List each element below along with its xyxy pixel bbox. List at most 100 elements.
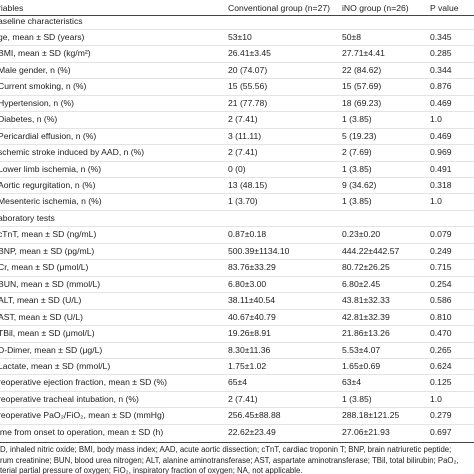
value-cell: 21.86±13.26: [342, 328, 390, 339]
row-label: Lactate, mean ± SD (mmol/L): [0, 360, 111, 371]
row-separator: [0, 28, 474, 30]
value-cell: 26.41±3.45: [228, 48, 271, 59]
value-cell: 1.75±1.02: [228, 360, 267, 371]
value-cell: 18 (69.23): [342, 97, 382, 108]
value-cell: 0.344: [430, 64, 452, 75]
row-label: TBil, mean ± SD (μmol/L): [0, 328, 95, 339]
value-cell: 0 (0): [228, 163, 246, 174]
value-cell: 256.45±88.88: [228, 410, 281, 421]
footnote-line: D, inhaled nitric oxide; BMI, body mass …: [0, 445, 452, 455]
value-cell: 27.71±4.41: [342, 48, 385, 59]
value-cell: 0.469: [430, 130, 452, 141]
value-cell: 0.125: [430, 377, 452, 388]
row-label: Current smoking, n (%): [0, 81, 87, 92]
section-label: aboratory tests: [0, 212, 55, 223]
row-label: cTnT, mean ± SD (ng/mL): [0, 229, 97, 240]
value-cell: 80.72±26.25: [342, 262, 390, 273]
value-cell: 0.715: [430, 262, 452, 273]
value-cell: 15 (57.69): [342, 81, 382, 92]
value-cell: 6.80±2.45: [342, 278, 381, 289]
row-separator: [0, 193, 474, 195]
row-separator: [0, 94, 474, 96]
value-cell: 0.491: [430, 163, 452, 174]
value-cell: 0.345: [430, 31, 452, 42]
row-label: BNP, mean ± SD (pg/mL): [0, 245, 95, 256]
value-cell: 3 (11.11): [228, 130, 262, 141]
row-separator: [0, 45, 474, 47]
footnote-line: terial partial pressure of oxygen; FiO₂,…: [0, 466, 303, 474]
value-cell: 1 (3.70): [228, 196, 258, 207]
value-cell: 8.30±11.36: [228, 344, 271, 355]
value-cell: 2 (7.69): [342, 147, 372, 158]
row-separator: [0, 341, 474, 343]
row-separator: [0, 78, 474, 80]
row-label: reoperative ejection fraction, mean ± SD…: [0, 377, 168, 388]
row-label: Mesenteric ischemia, n (%): [0, 196, 102, 207]
value-cell: 53±10: [228, 31, 252, 42]
value-cell: 65±4: [228, 377, 248, 388]
value-cell: 0.87±0.18: [228, 229, 267, 240]
row-label: reoperative PaO₂/FiO₂, mean ± SD (mmHg): [0, 410, 165, 421]
value-cell: 0.969: [430, 147, 452, 158]
value-cell: 1 (3.85): [342, 114, 372, 125]
row-separator: [0, 292, 474, 294]
value-cell: 21 (77.78): [228, 97, 268, 108]
header-rule: [0, 15, 474, 16]
footnote-line: rum creatinine; BUN, blood urea nitrogen…: [0, 455, 459, 465]
value-cell: 38.11±40.54: [228, 295, 276, 306]
row-label: Male gender, n (%): [0, 64, 71, 75]
row-separator: [0, 127, 474, 129]
row-label: reoperative tracheal intubation, n (%): [0, 393, 139, 404]
row-separator: [0, 209, 474, 211]
row-label: Pericardial effusion, n (%): [0, 130, 97, 141]
row-separator: [0, 177, 474, 178]
row-separator: [0, 423, 474, 425]
header-cell: riables: [0, 3, 24, 13]
value-cell: 1.0: [430, 196, 442, 207]
row-separator: [0, 160, 474, 162]
value-cell: 0.470: [430, 328, 452, 339]
value-cell: 43.81±32.33: [342, 295, 390, 306]
bottom-rule: [0, 442, 474, 444]
row-separator: [0, 407, 474, 409]
value-cell: 6.80±3.00: [228, 278, 267, 289]
row-separator: [0, 259, 474, 261]
value-cell: 1.65±0.69: [342, 360, 381, 371]
value-cell: 0.285: [430, 48, 452, 59]
value-cell: 0.624: [430, 360, 452, 371]
value-cell: 9 (34.62): [342, 180, 377, 190]
value-cell: 5.53±4.07: [342, 344, 381, 355]
value-cell: 50±8: [342, 31, 362, 42]
value-cell: 22.62±23.49: [228, 426, 276, 437]
row-label: ime from onset to operation, mean ± SD (…: [0, 426, 164, 437]
value-cell: 27.06±21.93: [342, 426, 390, 437]
value-cell: 2 (7.41): [228, 114, 258, 125]
value-cell: 20 (74.07): [228, 64, 268, 75]
row-separator: [0, 325, 474, 327]
row-label: Diabetes, n (%): [0, 114, 58, 125]
value-cell: 0.254: [430, 278, 452, 289]
value-cell: 288.18±121.25: [342, 410, 400, 421]
header-cell: P value: [430, 3, 459, 13]
row-separator: [0, 111, 474, 113]
row-separator: [0, 61, 474, 63]
value-cell: 2 (7.41): [228, 147, 258, 158]
value-cell: 1 (3.85): [342, 393, 372, 404]
value-cell: 0.279: [430, 410, 452, 421]
row-label: D-Dimer, mean ± SD (μg/L): [0, 344, 103, 355]
row-separator: [0, 144, 474, 146]
row-label: Hypertension, n (%): [0, 97, 74, 108]
value-cell: 5 (19.23): [342, 130, 377, 141]
value-cell: 15 (55.56): [228, 81, 268, 92]
value-cell: 0.876: [430, 81, 452, 92]
value-cell: 0.810: [430, 311, 452, 322]
row-separator: [0, 226, 474, 228]
value-cell: 1.0: [430, 393, 442, 404]
row-label: ALT, mean ± SD (U/L): [0, 295, 82, 306]
value-cell: 2 (7.41): [228, 393, 258, 404]
value-cell: 0.697: [430, 426, 452, 437]
row-label: ge, mean ± SD (years): [0, 31, 85, 42]
row-label: AST, mean ± SD (U/L): [0, 311, 83, 322]
value-cell: 63±4: [342, 377, 362, 388]
